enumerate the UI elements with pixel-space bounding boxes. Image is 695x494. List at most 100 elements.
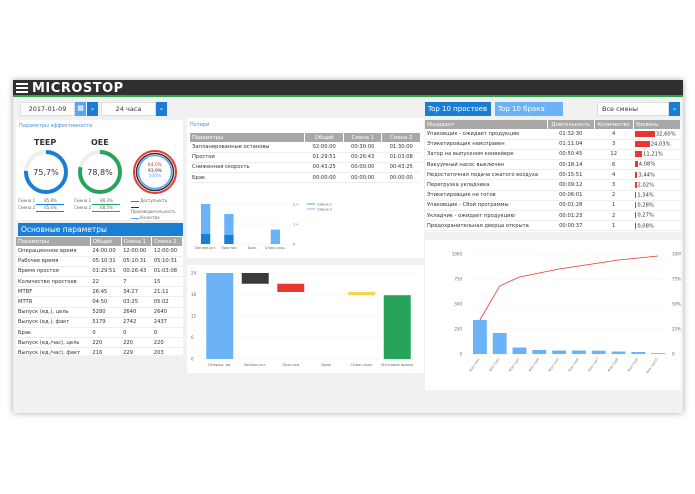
calendar-icon[interactable]: ▦	[75, 102, 86, 116]
y-tick-label: 0	[191, 357, 194, 362]
pareto-bar	[611, 351, 626, 354]
tab-top10-scrap[interactable]: Top 10 брака	[495, 102, 563, 116]
x-tick-label: Операц. вр.	[208, 362, 231, 367]
cell: Недостаточная подача сжатого воздуха	[427, 171, 539, 178]
date-input[interactable]: 2017-01-09	[20, 102, 75, 116]
pareto-bar	[651, 353, 666, 354]
period-dropdown-button[interactable]: ⌄	[156, 102, 167, 116]
cell: 00:43:25	[312, 164, 336, 171]
cell: 05:10:31	[123, 258, 147, 265]
level-bar	[635, 181, 637, 188]
cumulative-line	[479, 255, 659, 321]
cell: 5280	[92, 309, 106, 316]
table-row[interactable]: Брак 00:00:00 00:00:00 00:00:00	[190, 172, 421, 184]
cell: Выпуск (ед.), факт	[18, 319, 70, 326]
cell: 3	[612, 182, 616, 189]
cell: Перегрузка укладчика	[427, 182, 490, 189]
column-header: Смена 2	[381, 133, 421, 142]
cell: 15	[153, 278, 161, 285]
table-row[interactable]: Простои 01:29:51 00:26:43 01:03:08	[190, 152, 421, 163]
cell: Брак	[18, 329, 32, 336]
legend-performance: Производительность	[131, 209, 176, 214]
column-header: Параметры	[16, 237, 91, 246]
oee-gauge-arc	[78, 150, 122, 194]
shift-dropdown-button[interactable]: ⌄	[669, 102, 680, 116]
table-row[interactable]: MTTR 04:50 03:25 05:02	[16, 296, 183, 308]
table-row[interactable]: Брак 0 0 0	[16, 327, 183, 339]
cell: 04:50	[92, 299, 108, 306]
oee-value: 78,8%	[87, 168, 113, 177]
header-bar: MICROSTOP	[13, 80, 683, 97]
efficiency-link[interactable]: Параметры эффективности	[19, 123, 93, 129]
table-row[interactable]: Упаковщик - ожидает продукцию 01:32:30 4 32…	[425, 129, 681, 140]
table-row[interactable]: Перегрузка укладчика 00:09:12 3 2,02%	[425, 179, 681, 191]
cell: Рабочее время	[18, 258, 59, 265]
cell: 00:30:00	[351, 143, 375, 150]
table-row[interactable]: Сниженная скорость 00:43:25 00:00:00 00:43:…	[190, 162, 421, 174]
table-row[interactable]: Укладчик - ожидает продукцию 00:01:23 2 0,2…	[425, 210, 681, 222]
x-tick-label: Заплан.ост.	[243, 362, 267, 367]
table-row[interactable]: Выпуск (ед.), цель 5280 2640 2640	[16, 307, 183, 318]
table-row[interactable]: Выпуск (ед./час), факт 216 229 203	[16, 347, 183, 359]
y-tick-label: 6	[191, 335, 194, 340]
table-row[interactable]: Рабочее время 05:10:31 05:10:31 05:10:31	[16, 256, 183, 267]
table-row[interactable]: Недостаточная подача сжатого воздуха 00:1…	[425, 169, 681, 181]
table-row[interactable]: Этикетировщик неисправен 01:11:04 3 24,03%	[425, 139, 681, 150]
table-row[interactable]: Упаковщик - Сбой программы 00:01:28 1 0,28%	[425, 200, 681, 212]
cell: 32,60%	[655, 131, 676, 138]
table-row[interactable]: Операционное время 24:00:00 12:00:00 12:00:…	[16, 246, 183, 257]
cell: 2640	[123, 309, 137, 316]
cell: Время простоя	[18, 268, 59, 275]
quality-ring	[137, 154, 173, 190]
cell: Операционное время	[18, 247, 77, 254]
x-tick-label: Фактор1	[468, 357, 480, 372]
bar-Смена 2	[200, 204, 211, 234]
date-dropdown-button[interactable]: ⌄	[87, 102, 98, 116]
bar-Смена 1	[200, 234, 211, 244]
x-tick-label: Простои	[282, 362, 299, 367]
table-row[interactable]: Выпуск (ед./час), цель 220 220 220	[16, 337, 183, 349]
cell: 21:11	[153, 288, 169, 295]
legend-quality: Качество	[140, 214, 160, 220]
table-row[interactable]: Выпуск (ед.), факт 5179 2742 2437	[16, 317, 183, 329]
waterfall-bar	[206, 273, 234, 359]
table-row[interactable]: Этикетировщик не готов 00:06:01 2 1,34%	[425, 190, 681, 201]
x-tick-label: Сниж.скор.	[350, 362, 373, 367]
hamburger-icon[interactable]	[16, 83, 28, 93]
pareto-bar	[571, 350, 586, 354]
table-row[interactable]: MTBF 26:45 34:27 21:11	[16, 286, 183, 298]
losses-link[interactable]: Потери	[190, 122, 210, 128]
y2-tick-label: 75%	[672, 277, 681, 282]
waterfall-bar	[241, 273, 269, 284]
cell: Упаковщик - ожидает продукцию	[427, 130, 520, 137]
x-tick-label: Фактор4	[528, 357, 541, 373]
label: Смена 2	[18, 205, 36, 210]
efficiency-panel: Параметры эффективности TEEP OEE 75,7% 7…	[16, 120, 183, 220]
cell: 00:50:45	[559, 151, 583, 158]
cell: 0,08%	[637, 223, 654, 230]
y2-tick-label: 25%	[672, 327, 681, 332]
table-row[interactable]: Количество простоев 22 7 15	[16, 276, 183, 288]
cell: 4	[612, 171, 616, 178]
table-row[interactable]: Запланированные остановы 02:00:00 00:30:00…	[190, 142, 421, 153]
cell: 216	[92, 349, 103, 356]
tab-top10-downtime[interactable]: Top 10 простоев	[425, 102, 491, 116]
table-row[interactable]: Предохранительная дверца открыта 00:00:37…	[425, 220, 681, 232]
cell: 2	[612, 192, 616, 199]
shift-select[interactable]: Все смены	[597, 102, 669, 116]
level-bar	[635, 171, 638, 178]
table-row[interactable]: Затор на выпускном конвейере 00:50:45 12 11…	[425, 149, 681, 161]
cell: 00:01:23	[559, 212, 583, 219]
table-row[interactable]: Время простоя 01:29:51 00:26:43 01:03:08	[16, 266, 183, 278]
cell: 1	[612, 202, 616, 209]
teep-value: 75,7%	[33, 168, 59, 177]
cell: 05:02	[153, 299, 169, 306]
cell: 34:27	[123, 288, 139, 295]
table-row[interactable]: Вакуумный насос выключен 00:18:14 6 4,08%	[425, 159, 681, 171]
period-select[interactable]: 24 часа	[101, 102, 156, 116]
cell: 0,28%	[637, 202, 654, 209]
column-header: Количество	[594, 120, 634, 129]
waterfall-bar	[348, 291, 376, 296]
label: Смена 2	[74, 205, 92, 210]
cell: 12:00:00	[123, 247, 147, 254]
